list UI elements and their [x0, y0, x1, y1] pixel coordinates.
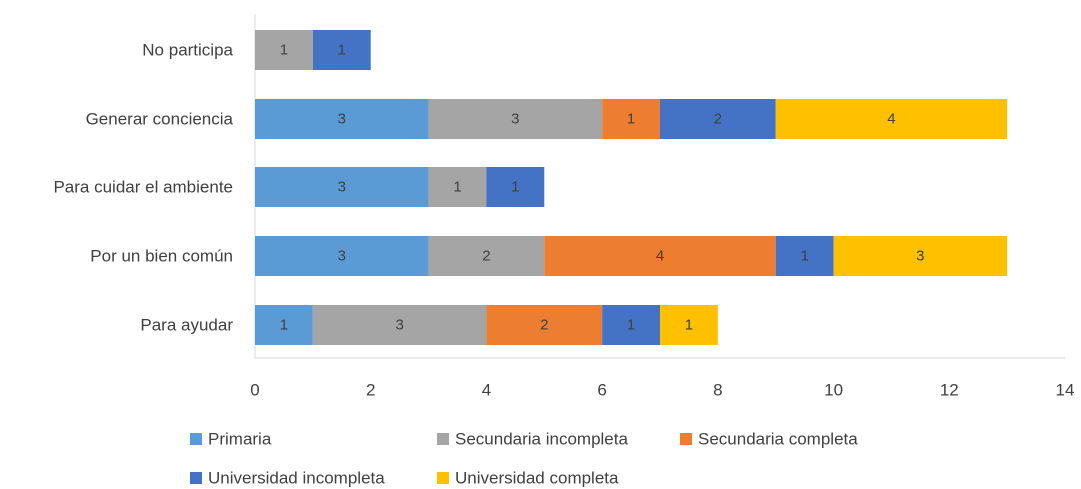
bar-data-label: 1	[685, 317, 693, 334]
category-label: No participa	[142, 41, 233, 60]
legend-label: Secundaria incompleta	[455, 430, 628, 449]
bar-data-label: 4	[887, 111, 895, 128]
bar-data-label: 2	[714, 111, 722, 128]
legend-label: Secundaria completa	[698, 430, 858, 449]
bar-data-label: 1	[800, 248, 808, 265]
bar-data-label: 3	[395, 317, 403, 334]
category-label: Para cuidar el ambiente	[53, 178, 233, 197]
x-tick-label: 2	[366, 381, 375, 400]
legend-label: Universidad incompleta	[208, 469, 385, 488]
x-tick-label: 6	[597, 381, 606, 400]
legend-swatch	[437, 433, 449, 445]
bar-data-label: 1	[338, 42, 346, 59]
bar-data-label: 1	[627, 111, 635, 128]
legend-swatch	[190, 433, 202, 445]
category-label: Por un bien común	[90, 247, 233, 266]
category-label: Para ayudar	[140, 316, 233, 335]
x-tick-label: 14	[1056, 381, 1075, 400]
category-label: Generar conciencia	[86, 110, 234, 129]
bar-data-label: 4	[656, 248, 664, 265]
bar-data-label: 3	[338, 179, 346, 196]
legend-label: Universidad completa	[455, 469, 619, 488]
x-tick-label: 0	[250, 381, 259, 400]
bar-data-label: 3	[338, 248, 346, 265]
legend-swatch	[680, 433, 692, 445]
bar-data-label: 1	[627, 317, 635, 334]
bar-data-label: 1	[280, 42, 288, 59]
bar-data-label: 2	[540, 317, 548, 334]
legend-label: Primaria	[208, 430, 272, 449]
bar-data-label: 1	[453, 179, 461, 196]
bar-data-label: 1	[280, 317, 288, 334]
bar-data-label: 3	[338, 111, 346, 128]
x-tick-label: 12	[940, 381, 959, 400]
x-tick-label: 8	[713, 381, 722, 400]
bar-data-label: 2	[482, 248, 490, 265]
bar-data-label: 1	[511, 179, 519, 196]
legend-swatch	[437, 472, 449, 484]
bar-data-label: 3	[511, 111, 519, 128]
x-tick-label: 10	[824, 381, 843, 400]
legend-swatch	[190, 472, 202, 484]
bar-data-label: 3	[916, 248, 924, 265]
x-tick-label: 4	[482, 381, 491, 400]
